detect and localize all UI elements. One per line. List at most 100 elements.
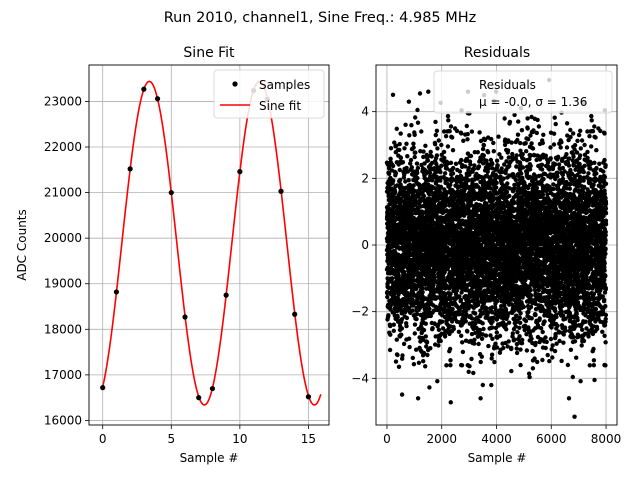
sample-point [196, 395, 202, 401]
residual-point [448, 160, 454, 165]
residual-point [463, 319, 468, 324]
residual-point [440, 319, 445, 324]
residual-point [481, 153, 486, 158]
residual-point [475, 302, 481, 307]
residual-point [388, 303, 393, 309]
residual-point [439, 163, 444, 168]
residual-point [457, 169, 463, 174]
residual-point [399, 326, 405, 331]
residual-point [459, 363, 465, 368]
residual-point [399, 317, 405, 322]
residual-point [415, 175, 420, 181]
residual-point [415, 165, 421, 171]
residual-point [413, 150, 418, 155]
residual-point [426, 89, 431, 94]
residual-point [469, 129, 475, 134]
legend-sine-fit-label: Sine fit [259, 99, 301, 113]
residual-point [490, 319, 495, 324]
residual-point [397, 141, 402, 147]
residual-point [404, 141, 409, 146]
residual-point [499, 155, 504, 160]
residual-point [415, 120, 421, 125]
residual-point [491, 149, 496, 154]
residual-point [400, 160, 406, 165]
residuals-title: Residuals [464, 45, 530, 61]
residual-point [390, 163, 396, 169]
sine-fit-line [101, 80, 322, 406]
residual-point [466, 166, 471, 171]
residual-point [438, 338, 443, 344]
sine-fit-grid [89, 65, 329, 425]
residual-point [472, 163, 477, 168]
residual-point [478, 359, 483, 365]
residual-point [397, 147, 402, 153]
residual-point [445, 144, 451, 149]
residual-point [412, 154, 417, 160]
residual-point [460, 340, 465, 345]
residual-point [448, 358, 453, 363]
sample-point [113, 289, 120, 295]
sample-point [182, 314, 188, 320]
residual-point [391, 322, 396, 327]
residual-point [432, 142, 438, 147]
sine-fit-ytick-label: 16000 [44, 413, 82, 427]
sine-fit-ytick-label: 20000 [44, 231, 82, 245]
residual-point [427, 385, 432, 390]
residual-point [387, 347, 393, 353]
residual-point [436, 138, 441, 143]
residual-point [394, 126, 399, 131]
residuals-panel: Residuals Residuals μ = -0.0, σ = 1.36 0… [351, 45, 621, 465]
residual-point [502, 116, 507, 121]
residual-point [459, 131, 464, 136]
sample-point [209, 385, 216, 392]
residual-point [394, 183, 400, 188]
residual-point [386, 313, 391, 318]
residual-point [410, 355, 415, 361]
residual-point [483, 333, 489, 338]
residual-point [514, 350, 520, 356]
residual-point [496, 134, 501, 139]
residual-point [466, 369, 471, 374]
residual-point [453, 161, 459, 166]
residual-point [433, 132, 438, 138]
residual-point [494, 158, 500, 163]
legend-samples-marker [232, 81, 238, 87]
residual-point [515, 132, 521, 137]
residual-point [451, 326, 456, 332]
residual-point [404, 315, 410, 321]
sample-point [127, 166, 133, 172]
residual-point [490, 336, 495, 341]
residual-point [411, 145, 416, 150]
residual-point [399, 392, 405, 397]
residual-point [517, 315, 522, 321]
residual-point [425, 352, 430, 358]
sine-fit-ytick-label: 17000 [44, 368, 82, 382]
sample-point [292, 311, 298, 317]
residual-point [480, 321, 485, 326]
residual-point [485, 150, 491, 155]
sample-point [154, 96, 161, 102]
residual-point [434, 128, 440, 133]
residual-point [446, 118, 451, 123]
residual-point [492, 359, 497, 365]
residual-point [468, 153, 474, 159]
residual-point [504, 189, 510, 195]
residual-point [415, 396, 421, 401]
residual-point [407, 133, 412, 138]
legend-samples-label: Samples [259, 78, 310, 92]
residual-point [444, 363, 449, 368]
residual-point [413, 115, 418, 120]
residual-point [481, 143, 486, 148]
residual-point [505, 181, 510, 186]
residual-point [404, 165, 409, 171]
residual-point [401, 341, 407, 347]
residual-point [491, 140, 496, 146]
residual-point [390, 92, 396, 98]
residual-point [450, 171, 456, 176]
residual-point [507, 119, 513, 125]
residual-point [450, 135, 455, 140]
residual-point [415, 107, 420, 113]
residual-point [517, 325, 522, 330]
residual-point [421, 359, 426, 364]
